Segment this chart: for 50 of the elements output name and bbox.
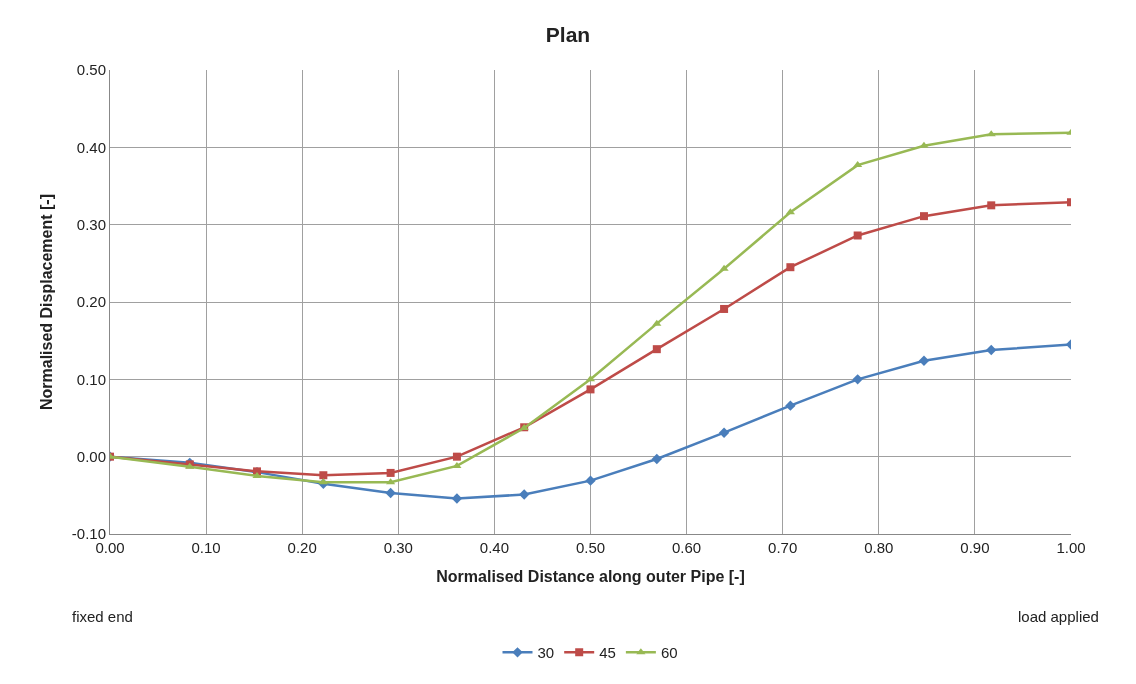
point: [853, 161, 863, 168]
point: [386, 468, 395, 477]
point: [986, 344, 997, 356]
legend-label: 60: [660, 644, 678, 662]
point: [586, 385, 595, 394]
point: [652, 345, 661, 354]
point: [452, 461, 462, 468]
y-tick-label: 0.40: [76, 138, 106, 156]
point: [720, 304, 729, 313]
chart-title: Plan: [545, 23, 591, 47]
y-tick-label: 0.00: [76, 447, 106, 465]
point: [785, 400, 796, 411]
x-tick-label: 0.60: [672, 539, 702, 556]
y-tick-label: 0.20: [76, 293, 106, 311]
point: [719, 264, 729, 271]
x-tick-label: 0.90: [960, 539, 990, 556]
x-tick-label: 0.70: [768, 539, 798, 556]
point: [786, 263, 795, 272]
point: [651, 453, 663, 465]
point: [718, 427, 730, 438]
point: [652, 319, 662, 326]
y-tick-label: 0.10: [76, 370, 106, 388]
point: [385, 487, 396, 499]
y-tick-label: 0.50: [76, 61, 106, 79]
point: [852, 374, 863, 385]
x-tick-label: 1.00: [1056, 539, 1086, 556]
point: [451, 493, 463, 504]
y-tick-label: 0.30: [76, 215, 106, 233]
x-tick-label: 0.40: [479, 539, 509, 556]
point: [853, 231, 862, 240]
x-tick-label: 0.80: [864, 539, 894, 556]
point: [986, 130, 996, 137]
legend-label: 30: [537, 644, 555, 662]
x-tick-label: 0.10: [191, 539, 221, 556]
point: [518, 489, 530, 500]
point: [452, 452, 461, 461]
x-axis-title: Normalised Distance along outer Pipe [-]: [436, 567, 745, 585]
point: [319, 471, 328, 480]
text: fixed end: [72, 608, 133, 625]
point: [987, 201, 996, 210]
y-axis-title: Normalised Displacement [-]: [37, 193, 55, 411]
legend-label: 45: [599, 644, 616, 662]
point: [918, 355, 930, 366]
x-tick-label: 0.30: [383, 539, 413, 556]
x-tick-label: 0.50: [575, 539, 606, 556]
text: load applied: [1018, 608, 1099, 625]
point: [585, 475, 596, 486]
x-tick-label: 0.20: [287, 539, 317, 556]
point: [318, 478, 328, 485]
point: [919, 212, 928, 221]
